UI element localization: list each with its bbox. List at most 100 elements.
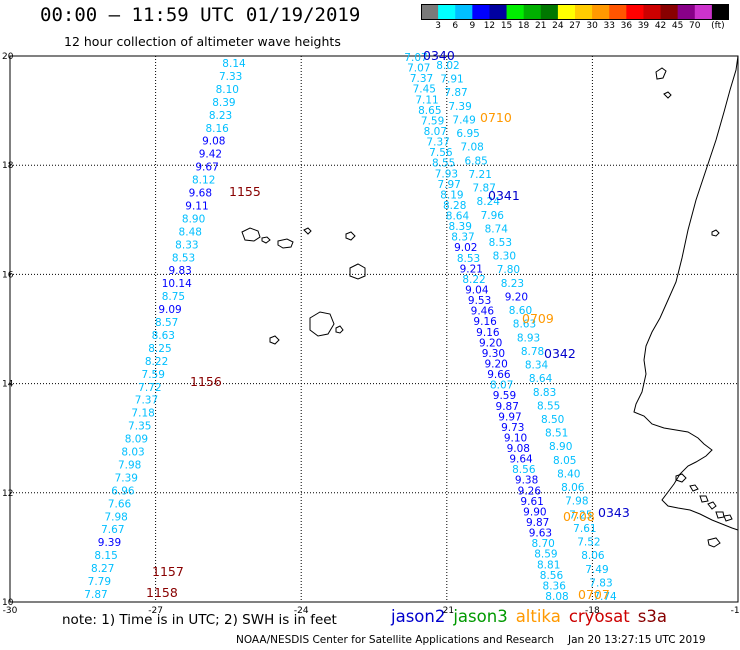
satellite-legend: jason2 jason3 altika cryosat s3a	[391, 607, 675, 626]
color-scale-swatch	[711, 4, 729, 20]
swh-value-label: 8.12	[192, 175, 215, 187]
coastal-islets	[655, 67, 721, 548]
swh-value-label: 7.25	[569, 509, 592, 521]
x-tick-label: -24	[294, 606, 309, 616]
color-scale-tick-label: 12	[483, 21, 496, 31]
pass-time-label: 0710	[480, 110, 512, 125]
swh-value-label: 7.74	[593, 591, 617, 603]
swh-value-label: 8.05	[553, 455, 576, 467]
swh-value-label: 9.21	[460, 263, 483, 275]
color-scale-tick-label: 6	[452, 21, 459, 31]
swh-value-label: 9.04	[465, 285, 489, 297]
swh-value-label: 8.63	[513, 319, 536, 331]
swh-value-label: 7.52	[577, 537, 600, 549]
swh-value-label: 7.33	[219, 71, 242, 83]
swh-value-label: 7.39	[115, 472, 138, 484]
color-scale-tick-label: 24	[552, 21, 564, 31]
color-scale-tick-label: 18	[517, 21, 530, 31]
cape-verde-island	[335, 325, 344, 334]
swh-value-label: 8.08	[545, 591, 568, 603]
swh-value-label: 9.42	[199, 149, 222, 161]
color-scale-tick-label: 9	[469, 21, 476, 31]
swh-value-label: 9.67	[195, 162, 218, 174]
swh-value-label: 9.16	[476, 327, 500, 339]
pass-time-label: 0709	[522, 311, 554, 326]
generated-timestamp: Jan 20 13:27:15 UTC 2019	[568, 634, 706, 646]
swh-value-label: 8.50	[541, 414, 564, 426]
color-scale-swatch	[677, 4, 696, 20]
swh-value-label: 9.68	[189, 188, 212, 200]
y-tick-label: 20	[2, 52, 14, 62]
swh-value-label: 8.27	[91, 563, 114, 575]
color-scale-swatch	[643, 4, 662, 20]
color-scale-swatch	[489, 4, 508, 20]
swh-value-label: 8.37	[451, 232, 474, 244]
swh-value-label: 8.53	[457, 253, 480, 265]
swh-value-label: 9.87	[496, 401, 519, 413]
swh-value-label: 8.59	[534, 549, 557, 561]
swh-value-label: 7.45	[413, 84, 436, 96]
legend-item-s3a: s3a	[637, 607, 667, 626]
swh-value-label: 7.66	[108, 498, 132, 510]
pass-time-label: 1158	[146, 585, 178, 600]
swh-value-label: 9.64	[509, 454, 533, 466]
swh-value-label: 8.10	[216, 84, 239, 96]
swh-value-label: 8.56	[512, 464, 536, 476]
map-frame	[9, 55, 739, 603]
swh-value-label: 10.14	[162, 278, 192, 290]
cape-verde-island	[241, 227, 261, 242]
swh-value-label: 8.16	[205, 123, 229, 135]
swh-value-label: 8.25	[148, 343, 171, 355]
swh-value-label: 8.15	[94, 550, 117, 562]
swh-value-label: 7.98	[104, 511, 127, 523]
swh-value-label: 9.11	[185, 200, 208, 212]
color-scale-swatch	[660, 4, 679, 20]
color-scale-tick-label: 42	[654, 21, 667, 31]
swh-value-label: 7.49	[585, 564, 608, 576]
west-africa-coastline	[633, 55, 739, 531]
x-tick-label: -15	[731, 606, 740, 616]
swh-value-label: 8.40	[557, 468, 580, 480]
swh-value-label: 7.87	[444, 87, 467, 99]
y-tick-label: 18	[2, 161, 14, 171]
swh-value-label: 7.07	[407, 63, 430, 75]
color-scale-tick-label: 39	[637, 21, 650, 31]
color-scale-tick-label: 15	[500, 21, 513, 31]
cape-verde-island	[269, 335, 280, 345]
swh-value-label: 8.48	[179, 226, 202, 238]
swh-value-label: 8.70	[531, 538, 554, 550]
y-tick-label: 14	[2, 380, 14, 390]
swh-value-label: 8.07	[424, 126, 447, 138]
legend-item-jason3: jason3	[453, 607, 508, 626]
pass-time-label: 0707	[578, 587, 610, 602]
swh-value-label: 7.37	[426, 137, 449, 149]
pass-time-label: 1157	[152, 564, 184, 579]
color-scale-swatch	[472, 4, 490, 20]
color-scale-tick-label: 30	[586, 21, 598, 31]
swh-value-label: 7.07	[404, 52, 427, 64]
swh-value-label: 9.20	[484, 358, 507, 370]
swh-value-label: 9.08	[202, 136, 225, 148]
swh-value-label: 8.60	[509, 305, 532, 317]
pass-time-label: 0342	[544, 346, 576, 361]
swh-value-label: 6.95	[456, 128, 479, 140]
swh-value-label: 8.56	[540, 570, 564, 582]
y-tick-label: 12	[2, 489, 13, 499]
swh-value-label: 7.87	[473, 183, 496, 195]
swh-value-label: 9.87	[526, 517, 549, 529]
swh-value-label: 7.37	[410, 73, 433, 85]
swh-value-label: 9.46	[471, 306, 495, 318]
swh-value-label: 9.26	[518, 485, 542, 497]
swh-value-label: 9.90	[523, 506, 546, 518]
color-scale-bar	[421, 4, 729, 20]
pass-time-label: 0343	[598, 505, 630, 520]
page-subtitle: 12 hour collection of altimeter wave hei…	[64, 34, 341, 49]
color-scale-swatch	[438, 4, 456, 20]
swh-value-label: 9.53	[468, 295, 491, 307]
swh-value-label: 8.23	[209, 110, 232, 122]
footer-note: note: 1) Time is in UTC; 2) SWH is in fe…	[62, 612, 337, 628]
swh-value-label: 7.37	[135, 395, 158, 407]
swh-value-label: 8.78	[521, 346, 544, 358]
color-scale-tick-label: 45	[671, 21, 684, 31]
